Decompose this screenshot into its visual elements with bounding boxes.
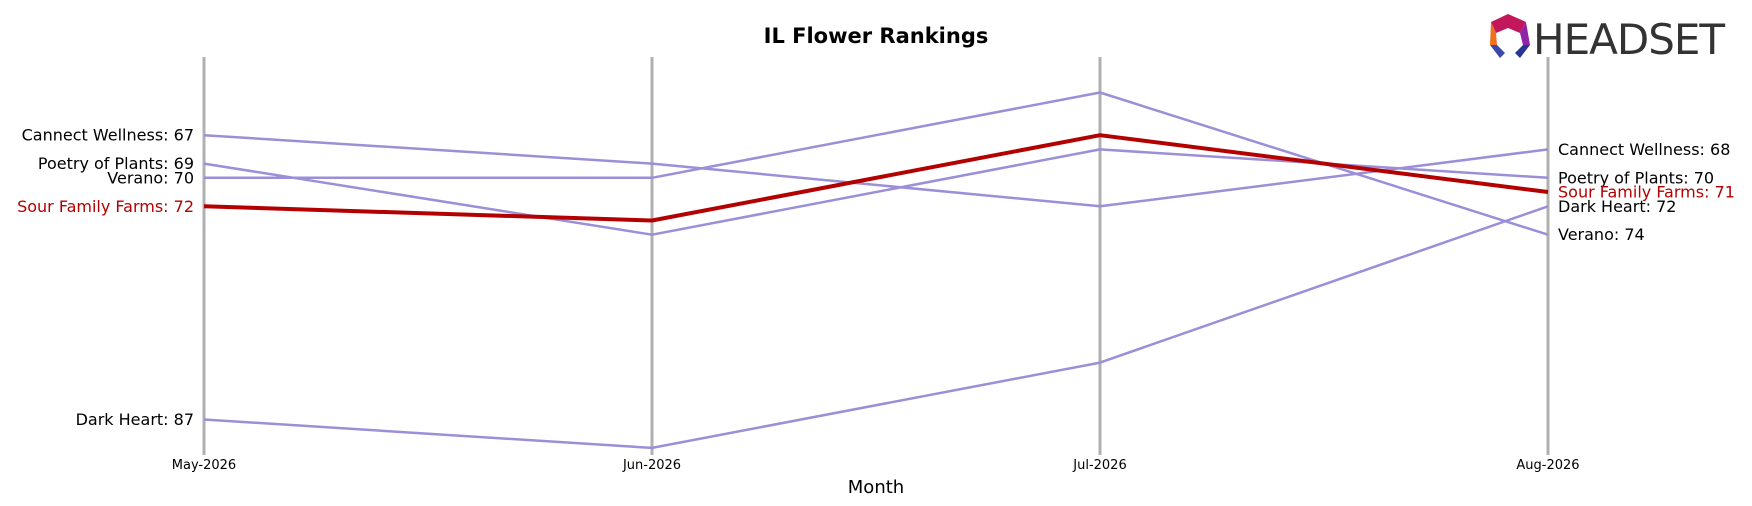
left-label-poetry-of-plants: Poetry of Plants: 69 bbox=[38, 154, 194, 173]
series-lines bbox=[203, 91, 1549, 450]
x-tick-labels: May-2026 Jun-2026 Jul-2026 Aug-2026 bbox=[172, 458, 1580, 473]
right-label-poetry-of-plants: Poetry of Plants: 70 bbox=[1558, 168, 1714, 187]
gridlines bbox=[202, 57, 1550, 455]
x-tick-label: Jun-2026 bbox=[622, 458, 681, 473]
x-axis-label: Month bbox=[848, 477, 904, 498]
x-tick-label: Jul-2026 bbox=[1072, 458, 1126, 473]
chart-title: IL Flower Rankings bbox=[764, 24, 989, 48]
right-end-labels: Cannect Wellness: 68 Poetry of Plants: 70… bbox=[1558, 140, 1735, 244]
right-label-sour-family-farms: Sour Family Farms: 71 bbox=[1558, 183, 1735, 202]
logo-mark-icon bbox=[1490, 14, 1530, 58]
headset-logo: HEADSET bbox=[1490, 14, 1726, 64]
left-label-dark-heart: Dark Heart: 87 bbox=[76, 410, 194, 429]
x-tick-label: Aug-2026 bbox=[1516, 458, 1579, 473]
x-tick-label: May-2026 bbox=[172, 458, 236, 473]
series-line-dark-heart bbox=[203, 205, 1549, 450]
left-end-labels: Cannect Wellness: 67 Poetry of Plants: 69… bbox=[17, 126, 194, 429]
series-line-sour-family-farms bbox=[203, 133, 1549, 223]
logo-text: HEADSET bbox=[1533, 15, 1725, 64]
right-label-dark-heart: Dark Heart: 72 bbox=[1558, 197, 1676, 216]
series-line-cannect-wellness bbox=[203, 133, 1549, 208]
right-label-verano: Verano: 74 bbox=[1558, 225, 1645, 244]
series-line-poetry-of-plants bbox=[203, 148, 1549, 236]
left-label-verano: Verano: 70 bbox=[107, 168, 194, 187]
right-label-cannect-wellness: Cannect Wellness: 68 bbox=[1558, 140, 1730, 159]
left-label-cannect-wellness: Cannect Wellness: 67 bbox=[22, 126, 194, 145]
left-label-sour-family-farms: Sour Family Farms: 72 bbox=[17, 197, 194, 216]
